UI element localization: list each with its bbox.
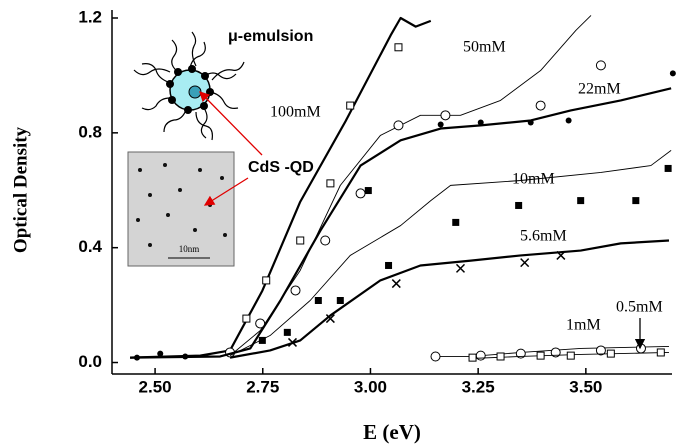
- qd-arrow: [203, 177, 249, 206]
- y-tick-label: 0.4: [78, 237, 102, 256]
- series-label: 5.6mM: [520, 228, 567, 245]
- series-line: [229, 149, 672, 357]
- marker: [364, 187, 372, 195]
- marker: [133, 354, 140, 361]
- marker: [242, 314, 251, 323]
- marker: [430, 351, 441, 362]
- x-tick-label: 3.00: [354, 377, 387, 396]
- qd-label: CdS -QD: [248, 159, 314, 176]
- plot-area: [130, 15, 676, 362]
- tem-inset: [127, 151, 235, 267]
- marker: [262, 276, 271, 285]
- marker: [182, 353, 189, 360]
- marker: [452, 218, 460, 226]
- marker: [440, 110, 451, 121]
- marker: [669, 70, 676, 77]
- marker: [391, 279, 401, 289]
- marker: [355, 188, 366, 199]
- y-tick-label: 0.8: [78, 122, 102, 141]
- marker: [475, 350, 486, 361]
- marker: [255, 318, 266, 329]
- series-label: 10mM: [512, 171, 555, 188]
- marker: [535, 100, 546, 111]
- series-line: [130, 87, 672, 359]
- marker: [566, 351, 575, 360]
- x-axis-label: E (eV): [363, 420, 421, 444]
- marker: [326, 179, 335, 188]
- marker: [577, 197, 585, 205]
- scale-label: 10nm: [179, 244, 200, 254]
- marker: [515, 348, 526, 359]
- marker: [283, 328, 291, 336]
- marker: [656, 348, 665, 357]
- marker: [550, 347, 561, 358]
- marker: [157, 350, 164, 357]
- marker: [536, 351, 545, 360]
- series-label: 22mM: [578, 81, 621, 98]
- marker: [565, 117, 572, 124]
- series-label: 50mM: [463, 39, 506, 56]
- y-tick-label: 1.2: [78, 7, 102, 26]
- series-line: [130, 16, 432, 359]
- marker: [287, 337, 298, 347]
- marker: [664, 164, 672, 172]
- marker: [437, 121, 444, 128]
- series-label: 0.5mM: [616, 299, 663, 316]
- marker: [595, 60, 606, 71]
- marker: [258, 336, 266, 344]
- marker: [496, 352, 505, 361]
- marker: [394, 43, 403, 52]
- micelle-illustration: [133, 31, 245, 141]
- marker: [520, 258, 530, 268]
- marker: [290, 285, 301, 296]
- x-tick-label: 2.75: [246, 377, 279, 396]
- marker: [606, 349, 615, 358]
- marker: [556, 250, 566, 260]
- x-tick-label: 3.50: [569, 377, 602, 396]
- marker: [320, 235, 331, 246]
- series-line: [430, 345, 669, 357]
- series-line: [470, 352, 669, 359]
- marker: [314, 297, 322, 305]
- marker: [468, 353, 477, 362]
- marker: [527, 119, 534, 126]
- marker: [515, 201, 523, 209]
- micelle-core: [188, 85, 202, 99]
- marker: [336, 297, 344, 305]
- marker: [477, 119, 484, 126]
- marker: [296, 236, 305, 245]
- marker: [455, 263, 466, 273]
- x-tick-label: 3.25: [462, 377, 495, 396]
- x-tick-label: 2.50: [139, 377, 172, 396]
- marker: [346, 101, 355, 110]
- marker: [393, 120, 404, 131]
- tem-particles: [136, 163, 227, 247]
- emulsion-label: μ-emulsion: [228, 28, 313, 45]
- y-axis-label: Optical Density: [10, 126, 31, 253]
- marker: [632, 197, 640, 205]
- marker: [385, 261, 393, 269]
- y-tick-label: 0.0: [78, 352, 102, 371]
- series-label: 100mM: [270, 104, 321, 121]
- marker: [325, 314, 335, 324]
- marker: [595, 345, 606, 356]
- series-label: 1mM: [566, 317, 601, 334]
- micelle-heads: [166, 65, 214, 114]
- marker: [635, 343, 646, 354]
- qd-arrow: [199, 91, 263, 156]
